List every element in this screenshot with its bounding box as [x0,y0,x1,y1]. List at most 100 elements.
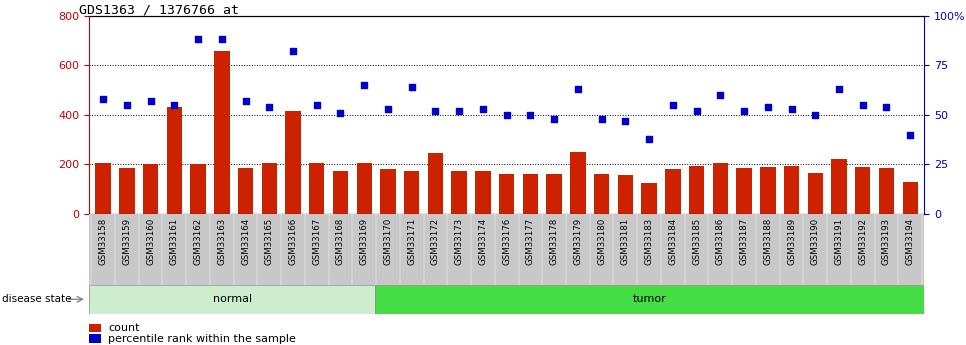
Bar [641,183,657,214]
Point [381,106,396,111]
Bar [666,169,681,214]
Text: GSM33170: GSM33170 [384,217,392,265]
Text: GSM33178: GSM33178 [550,217,558,265]
Point [547,116,562,121]
Bar [262,163,277,214]
Point [617,118,633,124]
Point [570,86,585,92]
Point [902,132,918,137]
Bar [855,167,870,214]
Point [96,96,111,102]
Bar [96,163,111,214]
Point [499,112,515,118]
Text: GSM33191: GSM33191 [835,217,843,265]
Text: disease state: disease state [2,294,71,304]
Point [119,102,134,108]
Text: GSM33194: GSM33194 [906,217,915,265]
Bar [499,174,514,214]
Point [713,92,728,98]
Bar [736,168,752,214]
Bar [617,176,633,214]
Point [760,104,776,110]
Bar [523,174,538,214]
Text: GSM33159: GSM33159 [123,217,131,265]
Bar [808,173,823,214]
Text: GSM33165: GSM33165 [265,217,273,265]
Bar [451,170,467,214]
Bar [428,153,443,214]
Text: GSM33184: GSM33184 [668,217,677,265]
Text: count: count [108,323,140,333]
Point [879,104,895,110]
Text: GSM33187: GSM33187 [740,217,749,265]
Point [262,104,277,110]
Bar [783,166,799,214]
Bar [832,159,847,214]
Text: GSM33192: GSM33192 [858,217,867,265]
Bar [285,111,300,214]
Point [832,86,847,92]
Point [808,112,823,118]
Text: GSM33160: GSM33160 [146,217,156,265]
Text: GSM33173: GSM33173 [455,217,464,265]
Text: GSM33174: GSM33174 [478,217,488,265]
Bar [404,170,419,214]
Text: GSM33183: GSM33183 [644,217,654,265]
Bar [309,163,325,214]
Bar [238,168,253,214]
Text: GSM33179: GSM33179 [574,217,582,265]
Text: normal: normal [213,294,252,304]
Text: GSM33164: GSM33164 [242,217,250,265]
Point [451,108,467,114]
Point [214,37,230,42]
Bar [381,169,396,214]
Point [666,102,681,108]
Point [783,106,799,111]
Text: GSM33163: GSM33163 [217,217,226,265]
Bar [547,174,562,214]
Bar [594,174,610,214]
Point [594,116,610,121]
Text: GSM33177: GSM33177 [526,217,535,265]
Text: GSM33167: GSM33167 [312,217,322,265]
Point [332,110,348,116]
Point [404,84,419,90]
Bar [89,324,101,332]
Bar [166,107,182,214]
Text: GSM33189: GSM33189 [787,217,796,265]
Bar [214,51,230,214]
Point [190,37,206,42]
Text: GSM33172: GSM33172 [431,217,440,265]
Bar [119,168,134,214]
Text: GSM33161: GSM33161 [170,217,179,265]
Bar [190,164,206,214]
Text: GSM33188: GSM33188 [763,217,772,265]
Bar [475,170,491,214]
Point [285,49,300,54]
Point [428,108,443,114]
Bar [713,163,728,214]
Text: GSM33166: GSM33166 [289,217,298,265]
Bar [356,163,372,214]
Text: GDS1363 / 1376766_at: GDS1363 / 1376766_at [79,3,240,17]
Bar [760,167,776,214]
Point [689,108,704,114]
Text: GSM33185: GSM33185 [692,217,701,265]
Bar [902,182,918,214]
Text: GSM33168: GSM33168 [336,217,345,265]
Bar [689,166,704,214]
Bar [376,285,924,314]
Text: GSM33193: GSM33193 [882,217,891,265]
Point [523,112,538,118]
Text: GSM33171: GSM33171 [408,217,416,265]
Text: GSM33180: GSM33180 [597,217,606,265]
Bar [332,170,348,214]
Text: GSM33186: GSM33186 [716,217,724,265]
Bar [570,152,585,214]
Text: GSM33176: GSM33176 [502,217,511,265]
Bar [879,168,895,214]
Point [641,136,657,141]
Point [166,102,182,108]
Point [736,108,752,114]
Point [309,102,325,108]
